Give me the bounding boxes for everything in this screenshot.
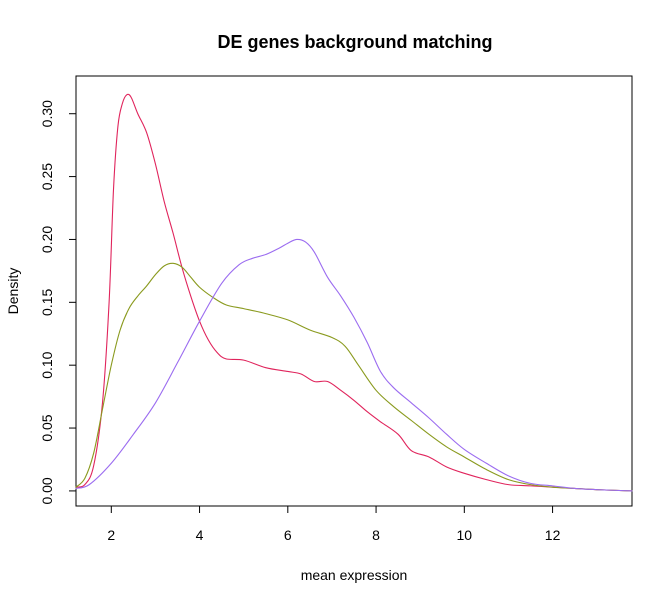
x-tick-label: 8 — [372, 527, 380, 543]
chart-title: DE genes background matching — [217, 32, 492, 52]
x-tick-label: 2 — [107, 527, 115, 543]
y-tick-label: 0.25 — [39, 163, 55, 190]
x-axis: 2 4 6 8 10 12 — [107, 505, 561, 543]
density-curve-3 — [75, 238, 633, 492]
y-tick-label: 0.20 — [39, 226, 55, 253]
y-axis-label: Density — [5, 268, 21, 315]
y-tick-label: 0.05 — [39, 414, 55, 441]
x-tick-label: 6 — [284, 527, 292, 543]
x-axis-label: mean expression — [301, 567, 408, 583]
series-layer — [75, 93, 633, 492]
x-tick-label: 10 — [457, 527, 473, 543]
y-tick-label: 0.10 — [39, 351, 55, 378]
plot-frame — [75, 75, 633, 507]
density-curve-2 — [75, 262, 633, 492]
x-tick-label: 4 — [196, 527, 204, 543]
density-curve-1 — [75, 93, 633, 492]
y-axis: 0.00 0.05 0.10 0.15 0.20 0.25 0.30 — [39, 100, 77, 505]
x-tick-label: 12 — [545, 527, 561, 543]
y-tick-label: 0.30 — [39, 100, 55, 127]
y-tick-label: 0.15 — [39, 288, 55, 315]
y-tick-label: 0.00 — [39, 477, 55, 504]
